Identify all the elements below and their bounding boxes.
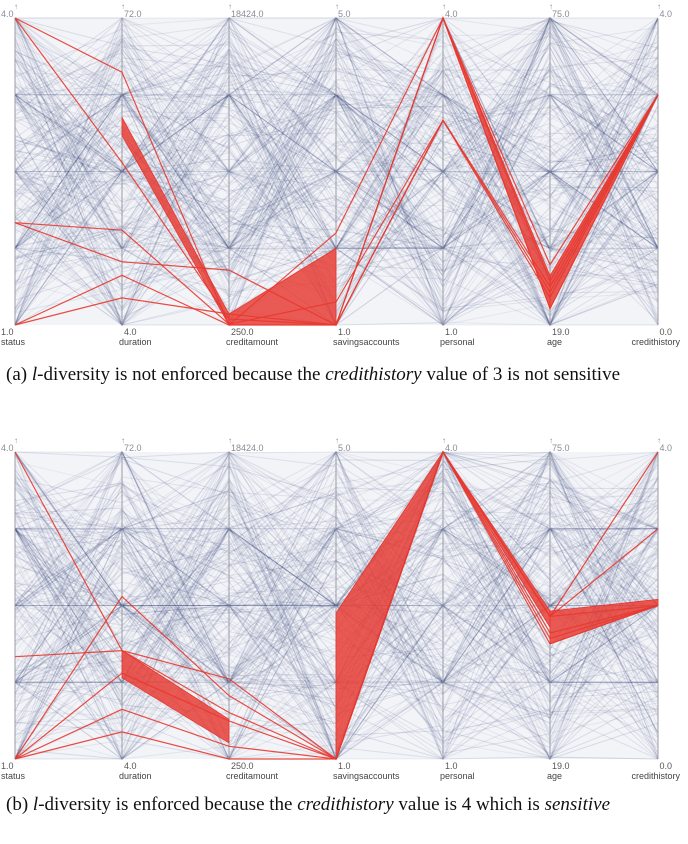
axis-age-max-label: 75.0 [552,443,570,453]
axis-personal-max-label: 4.0 [445,9,458,19]
axis-status-max-label: 4.0 [1,443,14,453]
highlighted-record-line [14,16,659,326]
axis-arrow: ↑ [335,2,339,11]
axis-savingsaccounts-name: savingsaccounts [333,771,400,781]
axis-personal-min-label: 1.0 [445,761,458,771]
axis-age-min-label: 19.0 [552,761,570,771]
highlighted-record-line [14,94,659,325]
caption-b-label: (b) [6,794,29,815]
chart-panel-a: ↑ 4.0 1.0 status ↑ 72.0 4.0 duration ↑ 18424.0 250… [0,0,688,350]
axis-savingsaccounts-min-label: 1.0 [338,327,351,337]
axis-creditamount-max-label: 18424.0 [231,9,264,19]
axis-savingsaccounts-min-label: 1.0 [338,761,351,771]
axis-arrow: ↑ [549,436,553,445]
caption-b-text2: value is 4 which is [398,794,540,815]
axis-status-min-label: 1.0 [1,327,14,337]
axis-age-min-label: 19.0 [552,327,570,337]
caption-b-italic2: credithistory [297,794,394,815]
axis-arrow: ↑ [121,436,125,445]
caption-a-italic1: l [31,364,38,385]
caption-b-italic1: l [32,794,39,815]
axis-arrow: ↑ [228,436,232,445]
axis-status-name: status [1,771,26,781]
axis-age-max-label: 75.0 [552,9,570,19]
axis-arrow: ↑ [14,2,18,11]
axis-savingsaccounts-max-label: 5.0 [338,9,351,19]
axis-status-max-label: 4.0 [1,9,14,19]
axis-arrow: ↑ [228,2,232,11]
axis-credithistory-max-label: 4.0 [659,9,672,19]
axis-creditamount-min-label: 250.0 [231,327,254,337]
axis-credithistory-name: credithistory [631,771,680,781]
axis-duration-min-label: 4.0 [124,761,137,771]
chart-panel-b: ↑ 4.0 1.0 status ↑ 72.0 4.0 duration ↑ 18424.0 250… [0,424,688,786]
caption-a-italic2: credithistory [325,364,422,385]
axis-creditamount-min-label: 250.0 [231,761,254,771]
axis-arrow: ↑ [335,436,339,445]
axis-savingsaccounts-max-label: 5.0 [338,443,351,453]
caption-a-text1: -diversity is not enforced because the [37,364,321,385]
axis-age-name: age [547,337,562,347]
axis-personal-name: personal [440,337,475,347]
axis-arrow: ↑ [657,2,661,11]
caption-b-text1: -diversity is enforced because the [38,794,293,815]
axis-credithistory-min-label: 0.0 [659,327,672,337]
axis-status-min-label: 1.0 [1,761,14,771]
axis-savingsaccounts-name: savingsaccounts [333,337,400,347]
axis-duration-max-label: 72.0 [124,443,142,453]
highlighted-record-line [14,450,659,760]
axis-arrow: ↑ [442,2,446,11]
caption-a: (a) l-diversity is not enforced because … [6,363,684,387]
axis-arrow: ↑ [121,2,125,11]
axis-personal-max-label: 4.0 [445,443,458,453]
axis-age-name: age [547,771,562,781]
caption-a-label: (a) [6,364,28,385]
axis-arrow: ↑ [442,436,446,445]
axis-creditamount-name: creditamount [226,337,279,347]
axis-arrow: ↑ [14,436,18,445]
axis-status-name: status [1,337,26,347]
caption-a-text2: value of 3 is not sensitive [426,364,621,385]
axis-credithistory-max-label: 4.0 [659,443,672,453]
highlighted-record-line [14,94,659,326]
axis-personal-name: personal [440,771,475,781]
axis-creditamount-name: creditamount [226,771,279,781]
parallel-coordinates-chart-b: ↑4.01.0status↑72.04.0duration↑18424.0250… [1,436,681,781]
caption-b: (b) l-diversity is enforced because the … [6,793,684,817]
axis-credithistory-min-label: 0.0 [659,761,672,771]
axis-arrow: ↑ [657,436,661,445]
axis-personal-min-label: 1.0 [445,327,458,337]
parallel-coordinates-chart-a: ↑4.01.0status↑72.04.0duration↑18424.0250… [1,2,681,347]
axis-duration-name: duration [119,337,152,347]
axis-duration-max-label: 72.0 [124,9,142,19]
axis-credithistory-name: credithistory [631,337,680,347]
caption-b-italic3: sensitive [544,794,611,815]
axis-creditamount-max-label: 18424.0 [231,443,264,453]
chart-b-highlight-lines [14,450,659,760]
axis-duration-min-label: 4.0 [124,327,137,337]
axis-duration-name: duration [119,771,152,781]
axis-arrow: ↑ [549,2,553,11]
chart-a-highlight-lines [14,16,659,326]
